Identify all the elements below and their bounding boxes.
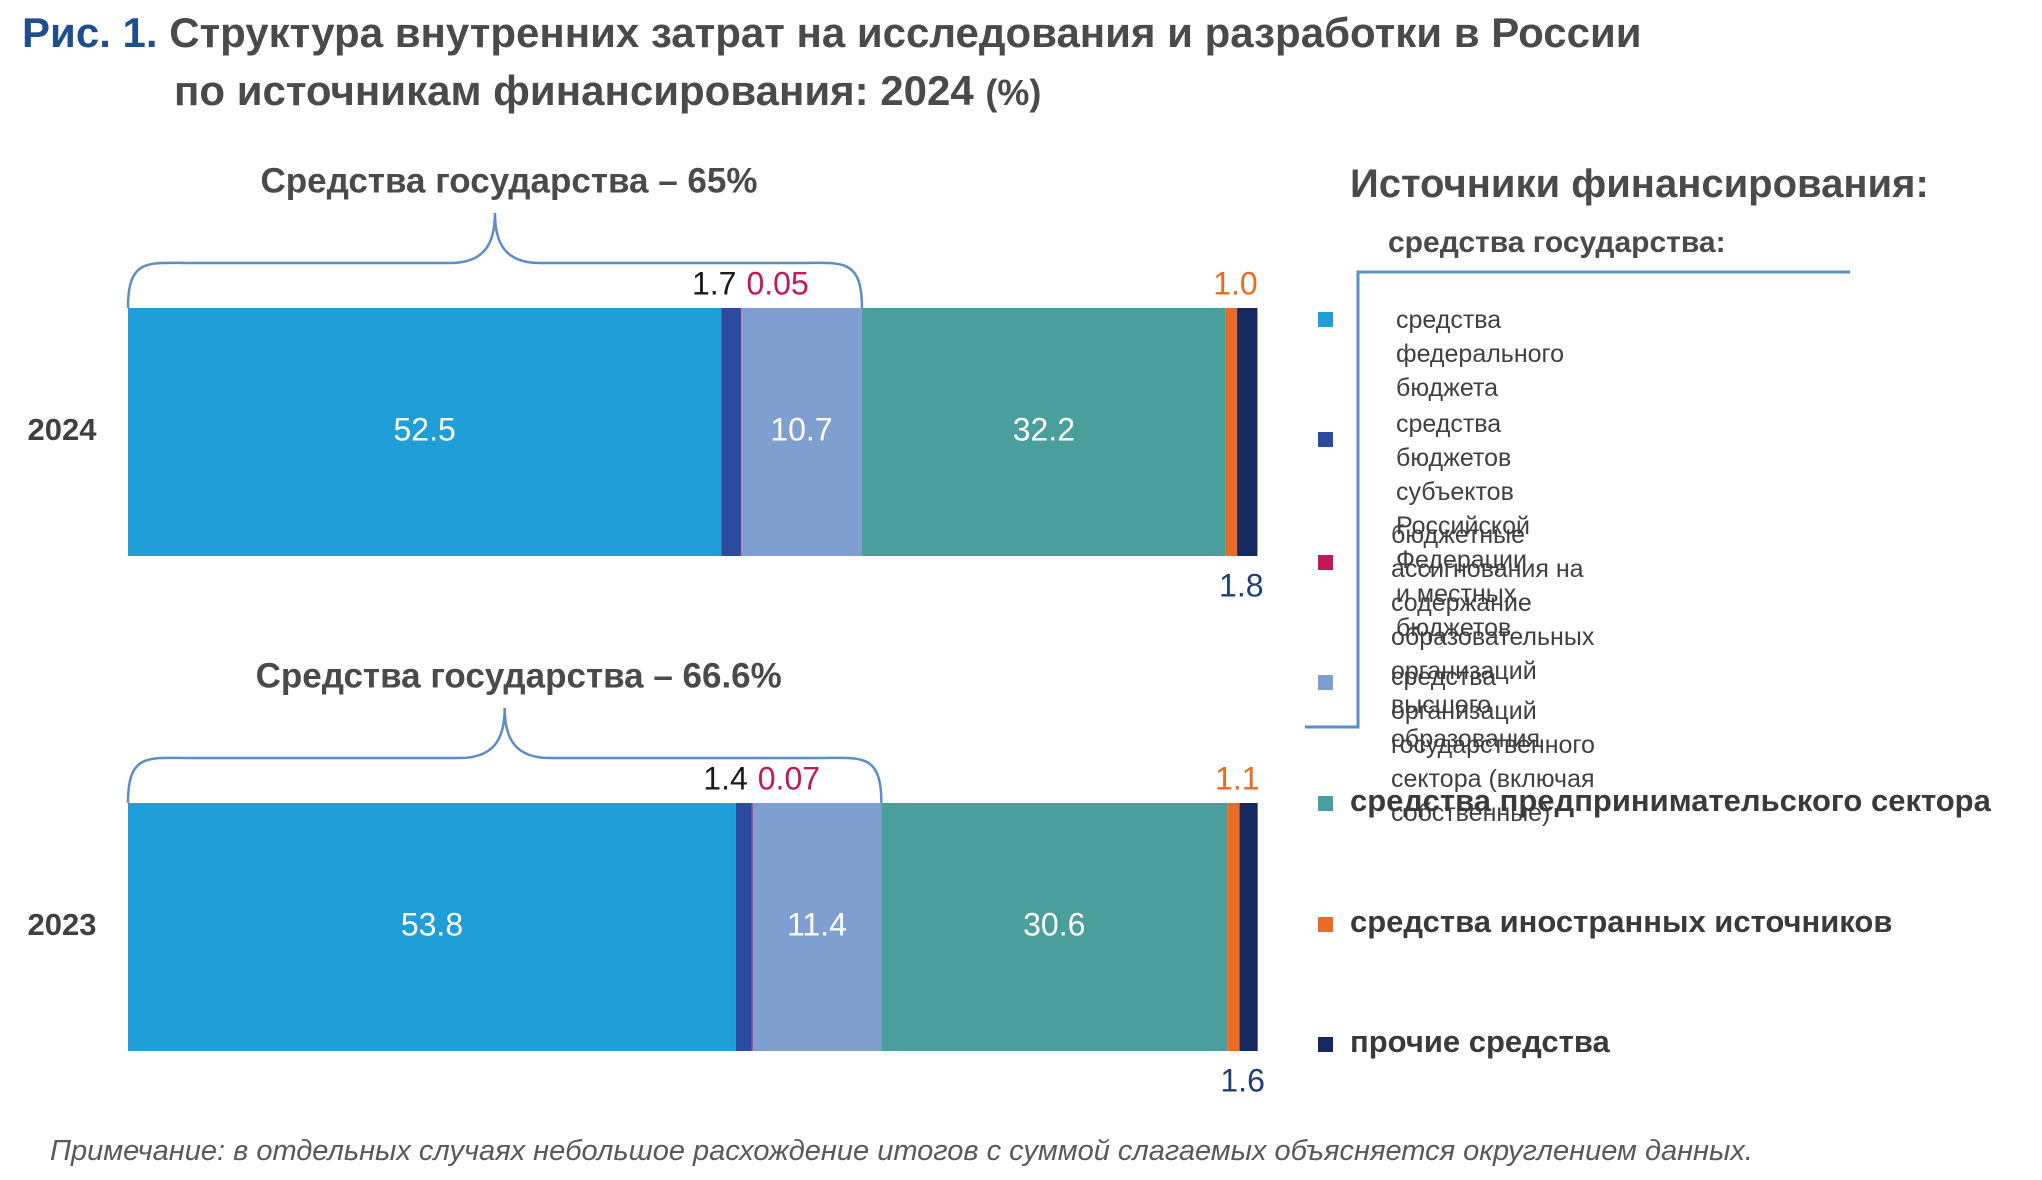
figure-number: Рис. 1. xyxy=(22,9,158,56)
bar-segment-2023-5 xyxy=(881,803,1228,1051)
value-label-2024-2: 1.7 xyxy=(692,265,736,301)
value-label-2024-3: 0.05 xyxy=(746,265,808,301)
value-label-2024-4: 10.7 xyxy=(770,411,832,447)
title-line-2: по источникам финансирования: 2024 (%) xyxy=(22,62,1642,122)
value-label-2024-7: 1.8 xyxy=(1219,567,1263,603)
value-label-2023-4: 11.4 xyxy=(787,906,847,942)
footnote: Примечание: в отдельных случаях небольшо… xyxy=(50,1135,1753,1167)
bar-segment-2023-2 xyxy=(735,803,752,1051)
value-label-2023-2: 1.4 xyxy=(703,760,747,796)
value-label-2023-7: 1.6 xyxy=(1220,1062,1264,1098)
bar-segment-2023-1 xyxy=(128,803,736,1051)
value-label-2024-5: 32.2 xyxy=(1013,411,1075,447)
state-bracket-2023 xyxy=(126,707,883,804)
value-label-2024-6: 1.0 xyxy=(1213,265,1257,301)
bar-segment-2024-2 xyxy=(721,308,741,556)
bar-segment-2024-1 xyxy=(128,308,722,556)
year-label-2023: 2023 xyxy=(28,907,97,942)
value-label-2023-6: 1.1 xyxy=(1215,760,1259,796)
title-unit: (%) xyxy=(985,72,1042,113)
state-bracket-2024 xyxy=(126,212,864,309)
chart-title: Рис. 1. Структура внутренних затрат на и… xyxy=(22,4,1642,122)
bar-segment-2024-5 xyxy=(861,308,1226,556)
value-label-2023-1: 53.8 xyxy=(401,906,463,942)
year-label-2024: 2024 xyxy=(28,412,98,447)
bar-segment-2023-4 xyxy=(752,803,882,1051)
bar-segment-2024-7 xyxy=(1237,308,1258,556)
title-line-2-text: по источникам финансирования: 2024 xyxy=(174,67,974,114)
title-line-1: Структура внутренних затрат на исследова… xyxy=(169,9,1642,56)
value-label-2023-3: 0.07 xyxy=(758,760,820,796)
bar-segment-2024-4 xyxy=(741,308,862,556)
bar-segment-2024-6 xyxy=(1225,308,1238,556)
bar-segment-2023-7 xyxy=(1239,803,1258,1051)
bar-segment-2023-6 xyxy=(1227,803,1240,1051)
value-label-2024-1: 52.5 xyxy=(393,411,455,447)
state-bracket-label-2024: Средства государства – 65% xyxy=(260,161,757,200)
state-bracket-label-2023: Средства государства – 66.6% xyxy=(256,656,782,695)
value-label-2023-5: 30.6 xyxy=(1023,906,1085,942)
bar-segment-2023-3 xyxy=(751,803,753,1051)
